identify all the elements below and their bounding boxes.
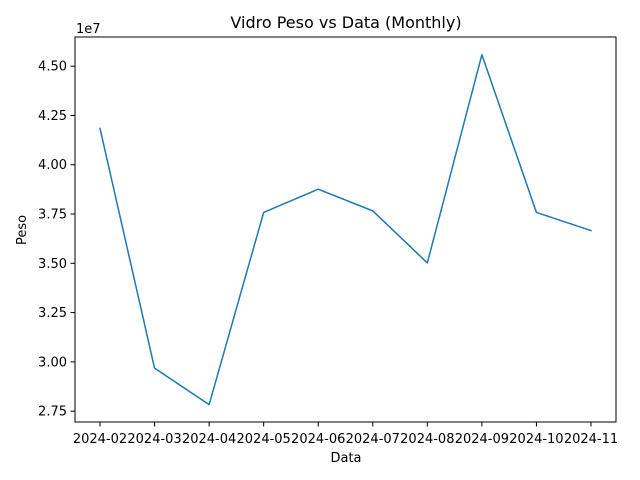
y-axis-offset-label: 1e7 bbox=[76, 22, 101, 37]
y-tick-label: 3.00 bbox=[38, 355, 67, 370]
x-tick-label: 2024-05 bbox=[237, 432, 291, 447]
chart-title: Vidro Peso vs Data (Monthly) bbox=[230, 13, 461, 32]
y-tick-label: 3.50 bbox=[38, 257, 67, 272]
x-tick-label: 2024-06 bbox=[291, 432, 345, 447]
x-tick-label: 2024-09 bbox=[455, 432, 509, 447]
series-line bbox=[99, 53, 592, 406]
x-tick-label: 2024-02 bbox=[73, 432, 127, 447]
x-tick-label: 2024-03 bbox=[127, 432, 181, 447]
axes-frame bbox=[74, 36, 617, 423]
x-axis: 2024-02 2024-03 2024-04 2024-05 2024-06 2024-… bbox=[73, 422, 618, 447]
y-tick-label: 3.25 bbox=[38, 306, 67, 321]
x-tick-label: 2024-08 bbox=[400, 432, 454, 447]
y-tick-label: 4.50 bbox=[38, 60, 67, 75]
x-tick-label: 2024-10 bbox=[509, 432, 563, 447]
y-tick-label: 4.00 bbox=[38, 158, 67, 173]
x-tick-label: 2024-07 bbox=[346, 432, 400, 447]
x-tick-label: 2024-04 bbox=[182, 432, 236, 447]
series-layer bbox=[99, 53, 592, 406]
plot-area bbox=[74, 36, 617, 423]
x-axis-label: Data bbox=[330, 451, 361, 466]
y-tick-label: 2.75 bbox=[38, 405, 67, 420]
y-tick-label: 3.75 bbox=[38, 208, 67, 223]
y-tick-label: 4.25 bbox=[38, 109, 67, 124]
y-axis-label: Peso bbox=[15, 215, 30, 245]
y-axis: 2.75 3.00 3.25 3.50 3.75 4.00 4.25 4.50 bbox=[38, 60, 75, 420]
x-tick-label: 2024-11 bbox=[564, 432, 618, 447]
